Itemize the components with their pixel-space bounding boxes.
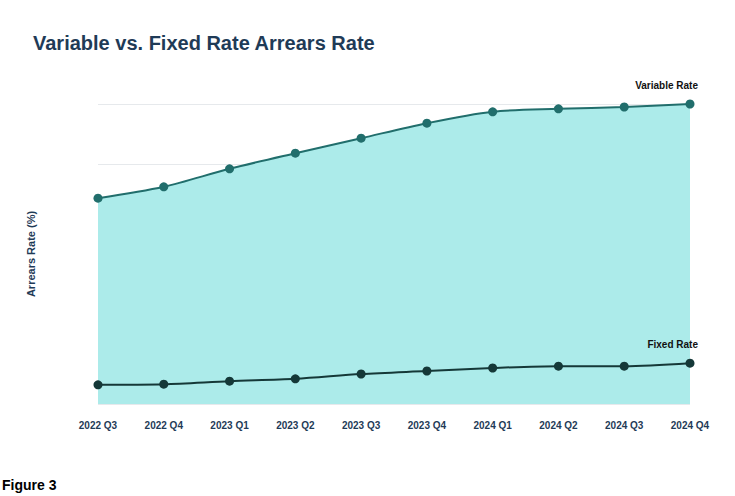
svg-text:2023 Q3: 2023 Q3: [342, 420, 381, 431]
svg-text:Arrears Rate (%): Arrears Rate (%): [25, 211, 37, 298]
svg-text:2024 Q3: 2024 Q3: [605, 420, 644, 431]
svg-text:2022 Q3: 2022 Q3: [79, 420, 118, 431]
svg-text:Fixed Rate: Fixed Rate: [647, 339, 698, 350]
svg-text:2024 Q4: 2024 Q4: [671, 420, 710, 431]
svg-text:Figure 3: Figure 3: [2, 477, 57, 493]
svg-text:2022 Q4: 2022 Q4: [145, 420, 184, 431]
svg-text:2024 Q2: 2024 Q2: [539, 420, 578, 431]
svg-text:2023 Q2: 2023 Q2: [276, 420, 315, 431]
svg-text:Variable vs. Fixed Rate Arrear: Variable vs. Fixed Rate Arrears Rate: [33, 32, 375, 54]
svg-text:2023 Q1: 2023 Q1: [210, 420, 249, 431]
svg-text:2023 Q4: 2023 Q4: [408, 420, 447, 431]
svg-text:2024 Q1: 2024 Q1: [473, 420, 512, 431]
svg-text:Variable Rate: Variable Rate: [635, 80, 698, 91]
